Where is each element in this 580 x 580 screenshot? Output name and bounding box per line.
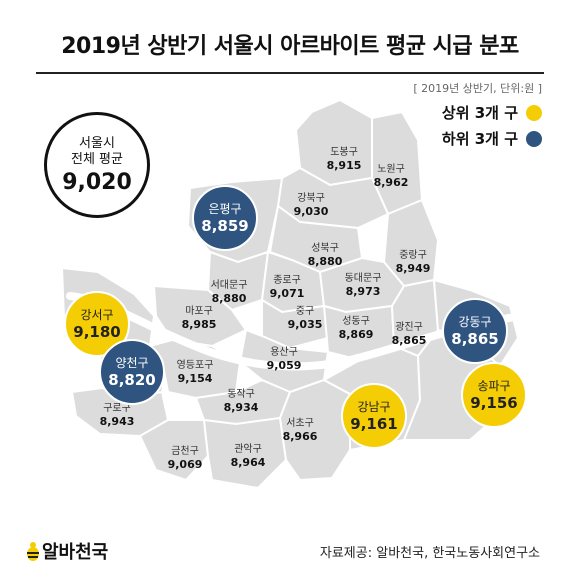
- legend-top: 상위 3개 구: [442, 102, 542, 123]
- bubble-gangnam: 강남구 9,161: [341, 383, 407, 449]
- bubble-gangdong: 강동구 8,865: [442, 298, 508, 364]
- district-mapo: 마포구 8,985: [181, 306, 217, 331]
- district-gangbuk: 강북구 9,030: [293, 193, 329, 218]
- district-guro: 구로구 8,943: [99, 403, 135, 428]
- district-seongdong: 성동구 8,869: [338, 316, 374, 341]
- district-seodaemun: 서대문구 8,880: [210, 280, 248, 305]
- brand-name: 알바천국: [42, 542, 109, 563]
- bubble-eunpyeong: 은평구 8,859: [192, 185, 258, 251]
- legend-bottom-swatch: [526, 130, 542, 147]
- bubble-gangseo: 강서구 9,180: [64, 291, 130, 357]
- legend-top-swatch: [526, 104, 542, 121]
- district-seocho: 서초구 8,966: [282, 418, 318, 443]
- han-river: [66, 292, 524, 371]
- district-seongbuk: 성북구 8,880: [307, 243, 343, 268]
- district-yeongdeungpo: 영등포구 9,154: [176, 360, 214, 385]
- brand: 알바천국: [26, 538, 108, 564]
- region-mapo: [152, 284, 248, 348]
- bubble-yangcheon: 양천구 8,820: [99, 339, 165, 405]
- district-dongjak: 동작구 8,934: [223, 389, 259, 414]
- district-gwanak: 관악구 8,964: [230, 444, 266, 469]
- unit-note: [ 2019년 상반기, 단위:원 ]: [413, 82, 542, 95]
- bubble-songpa: 송파구 9,156: [461, 362, 527, 428]
- bee-logo-icon: [27, 542, 39, 561]
- district-nowon: 노원구 8,962: [373, 164, 409, 189]
- legend-bottom-label: 하위 3개 구: [441, 130, 518, 148]
- district-geumcheon: 금천구 9,069: [167, 446, 203, 471]
- seoul-average-badge: 서울시 전체 평균 9,020: [44, 112, 150, 218]
- page-title: 2019년 상반기 서울시 아르바이트 평균 시급 분포: [61, 34, 519, 59]
- district-jongno: 종로구 9,071: [269, 275, 305, 300]
- legend-bottom: 하위 3개 구: [442, 128, 542, 149]
- district-dongdaemun: 동대문구 8,973: [344, 273, 382, 298]
- data-source: 자료제공: 알바천국, 한국노동사회연구소: [319, 546, 540, 561]
- district-yongsan: 용산구 9,059: [266, 347, 302, 372]
- district-jung: 중구 9,035: [287, 306, 323, 331]
- district-jungnang: 중랑구 8,949: [395, 250, 431, 275]
- title-underline: [36, 72, 544, 74]
- district-gwangjin: 광진구 8,865: [391, 322, 427, 347]
- region-gwanak: [202, 416, 288, 490]
- legend-top-label: 상위 3개 구: [441, 104, 518, 122]
- district-dobong: 도봉구 8,915: [326, 147, 362, 172]
